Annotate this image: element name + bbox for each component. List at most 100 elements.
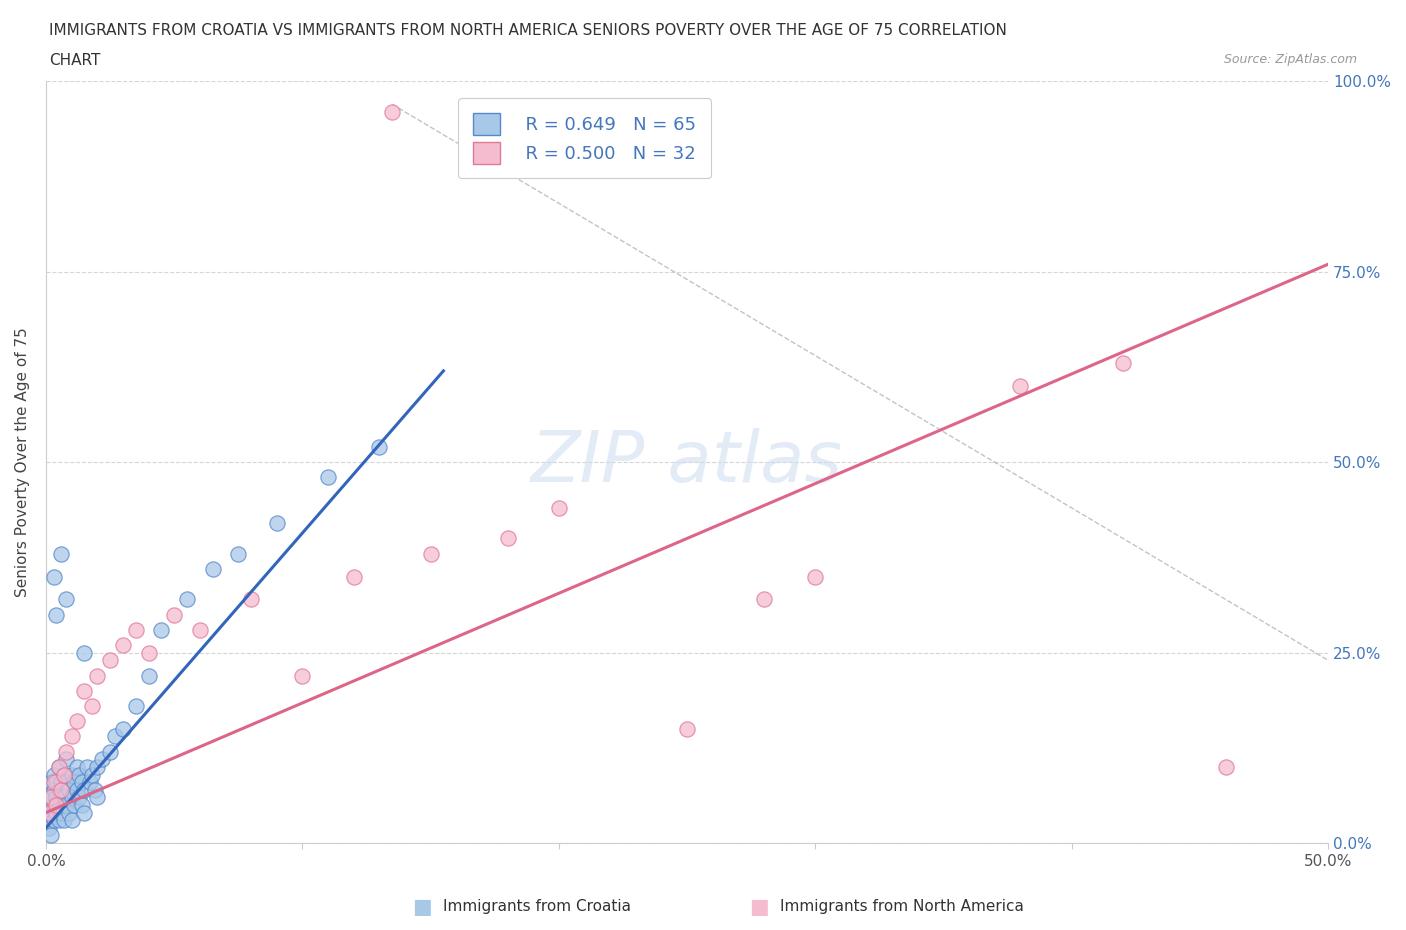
Point bbox=[51, 775, 73, 790]
Point bbox=[86, 790, 108, 804]
Text: ZIP atlas: ZIP atlas bbox=[531, 428, 844, 497]
Point bbox=[51, 546, 73, 561]
Point bbox=[1010, 379, 1032, 393]
Point bbox=[39, 790, 62, 804]
Point bbox=[45, 790, 67, 804]
Point bbox=[42, 767, 65, 782]
Point bbox=[63, 775, 86, 790]
Point bbox=[38, 820, 60, 835]
Point bbox=[66, 782, 89, 797]
Text: CHART: CHART bbox=[49, 53, 101, 68]
Point bbox=[67, 767, 90, 782]
Point bbox=[58, 782, 80, 797]
Point bbox=[60, 767, 83, 782]
Point bbox=[73, 805, 96, 820]
Point bbox=[70, 775, 93, 790]
Text: Immigrants from Croatia: Immigrants from Croatia bbox=[443, 899, 631, 914]
Point bbox=[752, 591, 775, 606]
Point bbox=[42, 798, 65, 813]
Point bbox=[63, 798, 86, 813]
Point bbox=[804, 569, 827, 584]
Text: Immigrants from North America: Immigrants from North America bbox=[780, 899, 1024, 914]
Point bbox=[82, 767, 104, 782]
Point bbox=[42, 782, 65, 797]
Point bbox=[82, 698, 104, 713]
Text: ■: ■ bbox=[749, 897, 769, 917]
Point bbox=[76, 760, 98, 775]
Point bbox=[79, 775, 101, 790]
Point bbox=[55, 751, 77, 766]
Point bbox=[42, 569, 65, 584]
Point bbox=[125, 698, 148, 713]
Point bbox=[547, 500, 569, 515]
Point bbox=[98, 744, 121, 759]
Point bbox=[45, 775, 67, 790]
Point bbox=[201, 562, 224, 577]
Point bbox=[52, 813, 75, 828]
Point bbox=[60, 729, 83, 744]
Point bbox=[52, 790, 75, 804]
Point bbox=[98, 653, 121, 668]
Point bbox=[60, 813, 83, 828]
Point bbox=[38, 813, 60, 828]
Point bbox=[91, 751, 114, 766]
Point bbox=[1215, 760, 1237, 775]
Point bbox=[496, 531, 519, 546]
Y-axis label: Seniors Poverty Over the Age of 75: Seniors Poverty Over the Age of 75 bbox=[15, 327, 30, 597]
Point bbox=[419, 546, 441, 561]
Point bbox=[1112, 356, 1135, 371]
Point bbox=[73, 782, 96, 797]
Point bbox=[39, 805, 62, 820]
Point bbox=[38, 798, 60, 813]
Point bbox=[48, 782, 70, 797]
Point bbox=[52, 767, 75, 782]
Point bbox=[104, 729, 127, 744]
Point bbox=[55, 591, 77, 606]
Point bbox=[73, 684, 96, 698]
Point bbox=[163, 607, 186, 622]
Point bbox=[48, 760, 70, 775]
Legend:   R = 0.649   N = 65,   R = 0.500   N = 32: R = 0.649 N = 65, R = 0.500 N = 32 bbox=[458, 98, 710, 179]
Point bbox=[226, 546, 249, 561]
Point bbox=[45, 607, 67, 622]
Point bbox=[111, 638, 134, 653]
Point bbox=[60, 790, 83, 804]
Point bbox=[240, 591, 263, 606]
Point bbox=[111, 722, 134, 737]
Point bbox=[48, 813, 70, 828]
Point bbox=[39, 828, 62, 843]
Point bbox=[42, 775, 65, 790]
Point bbox=[51, 805, 73, 820]
Point bbox=[42, 813, 65, 828]
Point bbox=[55, 775, 77, 790]
Point bbox=[176, 591, 198, 606]
Point bbox=[52, 767, 75, 782]
Point bbox=[138, 645, 160, 660]
Text: ■: ■ bbox=[412, 897, 432, 917]
Point bbox=[70, 798, 93, 813]
Point bbox=[83, 782, 105, 797]
Point bbox=[125, 622, 148, 637]
Point bbox=[368, 440, 391, 455]
Point bbox=[73, 645, 96, 660]
Text: IMMIGRANTS FROM CROATIA VS IMMIGRANTS FROM NORTH AMERICA SENIORS POVERTY OVER TH: IMMIGRANTS FROM CROATIA VS IMMIGRANTS FR… bbox=[49, 23, 1007, 38]
Point bbox=[67, 790, 90, 804]
Point bbox=[676, 722, 699, 737]
Point bbox=[266, 516, 288, 531]
Point bbox=[58, 805, 80, 820]
Point bbox=[66, 714, 89, 729]
Point bbox=[48, 760, 70, 775]
Point bbox=[188, 622, 211, 637]
Point bbox=[66, 760, 89, 775]
Point bbox=[51, 782, 73, 797]
Point bbox=[48, 798, 70, 813]
Point bbox=[381, 104, 404, 119]
Point bbox=[45, 805, 67, 820]
Text: Source: ZipAtlas.com: Source: ZipAtlas.com bbox=[1223, 53, 1357, 66]
Point bbox=[150, 622, 173, 637]
Point bbox=[55, 744, 77, 759]
Point bbox=[291, 668, 314, 683]
Point bbox=[45, 798, 67, 813]
Point bbox=[39, 790, 62, 804]
Point bbox=[86, 760, 108, 775]
